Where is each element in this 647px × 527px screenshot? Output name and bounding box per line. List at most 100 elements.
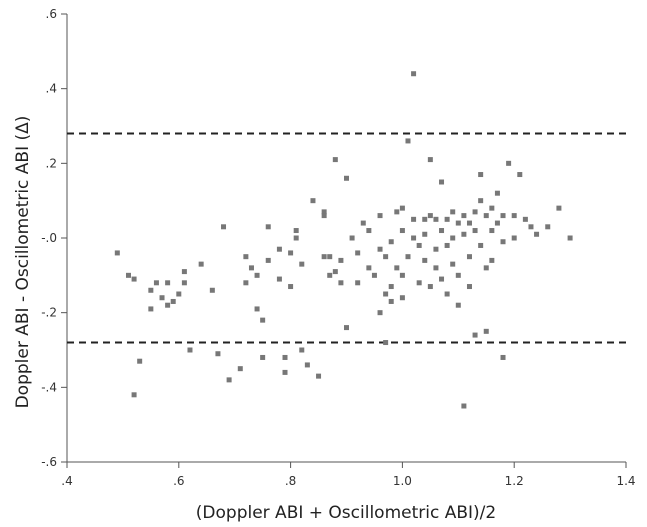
- data-point: [260, 317, 266, 323]
- y-tick-label: -.4: [41, 380, 57, 394]
- data-point: [221, 224, 227, 230]
- data-point: [321, 254, 327, 260]
- data-point: [131, 392, 137, 398]
- data-point: [489, 228, 495, 234]
- data-point: [344, 325, 349, 331]
- data-point: [461, 213, 467, 219]
- data-point: [383, 340, 389, 346]
- data-point: [332, 157, 338, 163]
- x-tick-label: .8: [285, 474, 296, 488]
- y-tick-label: .6: [46, 7, 57, 21]
- data-point: [265, 257, 271, 263]
- data-point: [360, 220, 366, 226]
- data-point: [567, 235, 573, 241]
- data-point: [450, 235, 456, 241]
- data-point: [338, 280, 344, 286]
- axes: [66, 14, 626, 463]
- data-point: [293, 228, 299, 234]
- data-point: [299, 261, 305, 267]
- data-point: [181, 280, 187, 286]
- data-point: [377, 310, 383, 316]
- data-point: [327, 272, 333, 278]
- data-point: [534, 231, 540, 237]
- data-point: [500, 239, 506, 245]
- data-point: [321, 209, 327, 215]
- data-point: [427, 213, 433, 219]
- data-point: [355, 250, 361, 256]
- data-point: [444, 242, 450, 248]
- data-point: [478, 198, 484, 204]
- data-point: [511, 213, 517, 219]
- x-axis-title: (Doppler ABI + Oscillometric ABI)/2: [196, 503, 496, 523]
- data-point: [466, 284, 472, 290]
- data-point: [489, 205, 495, 211]
- x-tick-label: 1.0: [393, 474, 412, 488]
- data-point: [433, 246, 439, 252]
- data-point: [411, 235, 417, 241]
- x-tick-label: .6: [173, 474, 184, 488]
- data-point: [243, 254, 249, 260]
- data-point: [276, 276, 282, 282]
- data-point: [444, 291, 450, 297]
- data-point: [125, 272, 131, 278]
- data-point: [478, 172, 484, 178]
- data-point: [461, 231, 467, 237]
- data-point: [148, 287, 154, 293]
- data-point: [165, 280, 171, 286]
- data-point: [500, 354, 506, 360]
- data-point: [260, 354, 266, 360]
- y-tick-label: -.2: [41, 306, 57, 320]
- data-point: [226, 377, 232, 383]
- data-point: [276, 246, 282, 252]
- data-point: [489, 257, 495, 263]
- y-axis-title: Doppler ABI - Oscillometric ABI (Δ): [13, 116, 33, 409]
- data-point: [181, 269, 187, 275]
- data-point: [299, 347, 305, 353]
- data-point: [399, 272, 405, 278]
- data-point: [159, 295, 165, 301]
- data-point: [288, 284, 294, 290]
- data-point: [371, 272, 377, 278]
- data-point: [176, 291, 182, 297]
- data-point: [148, 306, 154, 312]
- data-point: [478, 242, 484, 248]
- data-point: [422, 216, 428, 222]
- data-point: [411, 216, 417, 222]
- x-tick-label: 1.4: [616, 474, 635, 488]
- data-point: [254, 272, 260, 278]
- data-point: [377, 246, 383, 252]
- data-point: [187, 347, 193, 353]
- data-point: [433, 216, 439, 222]
- data-point: [137, 358, 143, 364]
- data-point: [321, 213, 327, 219]
- data-point: [422, 257, 428, 263]
- data-point: [153, 280, 159, 286]
- data-point: [450, 209, 456, 215]
- data-point: [556, 205, 562, 211]
- limits-of-agreement: [67, 132, 626, 344]
- data-point: [506, 160, 512, 166]
- x-axis-ticks: .4 .6 .8 1.0 1.2 1.4: [61, 462, 636, 488]
- data-point: [511, 235, 517, 241]
- data-point: [450, 261, 456, 267]
- data-point: [494, 220, 500, 226]
- data-point: [377, 213, 383, 219]
- data-point: [394, 265, 400, 271]
- data-point: [483, 213, 489, 219]
- data-point: [282, 369, 288, 375]
- y-tick-label: -.0: [41, 231, 57, 245]
- data-point: [439, 179, 445, 185]
- x-tick-label: 1.2: [505, 474, 524, 488]
- data-point: [388, 239, 394, 245]
- y-tick-label: -.6: [41, 455, 57, 469]
- data-point: [405, 138, 411, 144]
- data-point: [114, 250, 120, 256]
- data-point: [237, 366, 243, 372]
- data-point: [383, 254, 389, 260]
- data-point: [399, 228, 405, 234]
- data-point: [388, 284, 394, 290]
- data-point: [383, 291, 389, 297]
- data-point: [243, 280, 249, 286]
- data-point: [427, 284, 433, 290]
